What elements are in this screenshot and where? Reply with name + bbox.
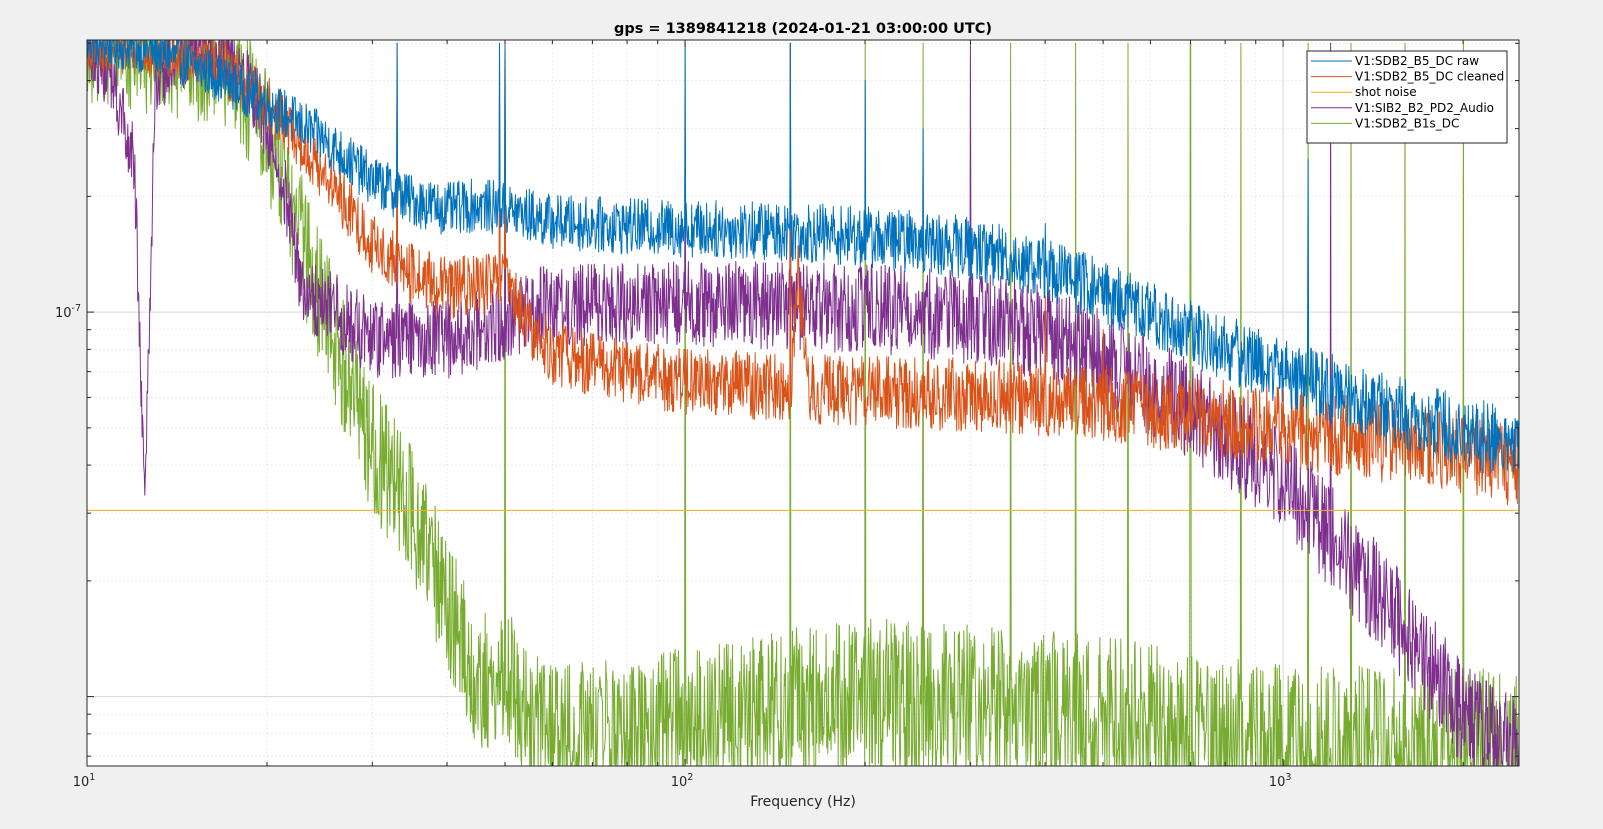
legend-entry: V1:SDB2_B5_DC cleaned	[1355, 70, 1504, 84]
legend: V1:SDB2_B5_DC raw V1:SDB2_B5_DC cleanedsh…	[1306, 50, 1508, 144]
tick-layer: 101 102 103 10-7	[55, 40, 1519, 790]
series-line-1	[86, 39, 1520, 474]
x-tick-label: 103	[1269, 772, 1292, 790]
legend-box	[1306, 50, 1508, 144]
legend-entry: V1:SIB2_B2_PD2_Audio	[1355, 101, 1494, 115]
x-tick-label: 102	[671, 772, 694, 790]
x-axis-label: Frequency (Hz)	[750, 794, 856, 810]
legend-entry: V1:SDB2_B1s_DC	[1355, 116, 1459, 130]
series-layer	[86, 39, 1520, 767]
legend-entry: V1:SDB2_B5_DC raw	[1355, 54, 1479, 68]
series-line-4	[87, 39, 1520, 767]
chart-title: gps = 1389841218 (2024-01-21 03:00:00 UT…	[614, 21, 992, 37]
plot-frame	[86, 39, 1520, 767]
y-tick-label: 10-7	[55, 303, 81, 321]
legend-entry: shot noise	[1355, 85, 1417, 99]
series-line-2	[86, 39, 1520, 506]
x-tick-label: 101	[73, 772, 96, 790]
